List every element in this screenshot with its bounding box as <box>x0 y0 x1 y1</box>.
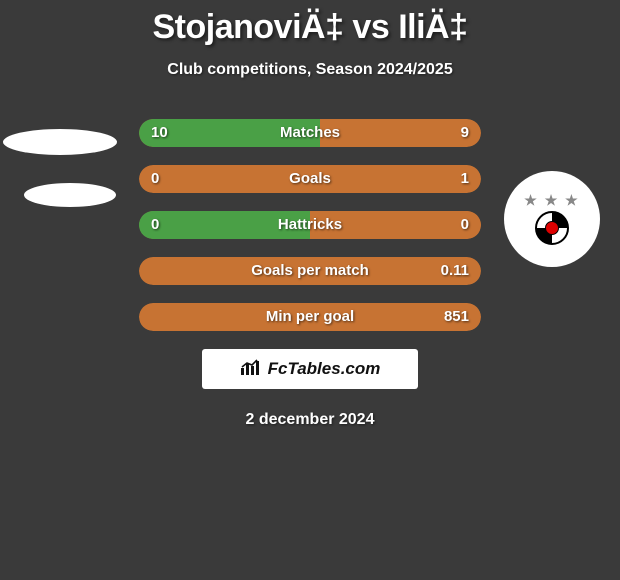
stat-bar: 0.11Goals per match <box>139 257 481 285</box>
date-label: 2 december 2024 <box>0 411 620 429</box>
stat-label: Goals <box>139 165 481 193</box>
watermark: FcTables.com <box>202 349 418 389</box>
ellipse-decor <box>24 183 116 207</box>
chart-icon <box>240 358 262 381</box>
stat-label: Goals per match <box>139 257 481 285</box>
bars-container: 109Matches 01Goals 00Hattricks 0.11Goals pe… <box>139 119 481 331</box>
stat-label: Min per goal <box>139 303 481 331</box>
subtitle: Club competitions, Season 2024/2025 <box>0 61 620 79</box>
badge-stars-icon: ★ ★ ★ <box>524 193 579 207</box>
stat-label: Hattricks <box>139 211 481 239</box>
badge-crest-icon <box>535 211 569 245</box>
stat-bar: 851Min per goal <box>139 303 481 331</box>
ellipse-decor <box>3 129 117 155</box>
stat-bar: 00Hattricks <box>139 211 481 239</box>
comparison-chart: ★ ★ ★ 109Matches 01Goals 00Hattricks 0.11Go… <box>0 119 620 331</box>
stat-bar: 01Goals <box>139 165 481 193</box>
stat-label: Matches <box>139 119 481 147</box>
club-badge: ★ ★ ★ <box>504 171 600 267</box>
page-title: StojanoviÄ‡ vs IliÄ‡ <box>0 0 620 47</box>
stat-bar: 109Matches <box>139 119 481 147</box>
watermark-text: FcTables.com <box>268 359 381 379</box>
